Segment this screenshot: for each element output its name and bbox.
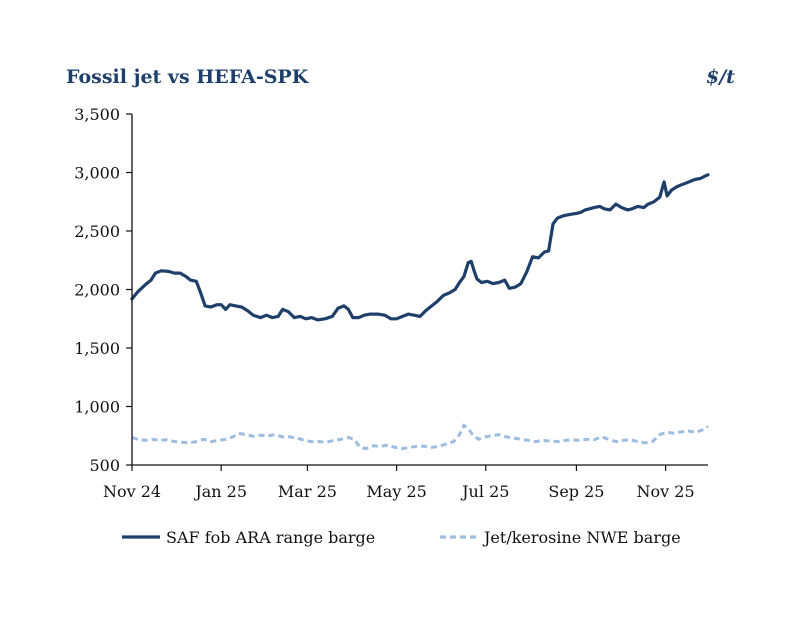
x-tick-label: Sep 25 — [548, 482, 604, 501]
x-tick-label: Jan 25 — [193, 482, 247, 501]
y-tick-label: 2,500 — [74, 222, 120, 241]
chart-title: Fossil jet vs HEFA-SPK — [66, 66, 309, 88]
series-line-saf-fob-ara — [130, 173, 710, 322]
x-tick-label: Nov 25 — [637, 482, 695, 501]
series-line-jet-kerosine-nwe — [131, 423, 709, 451]
x-axis-ticks: Nov 24 Jan 25 Mar 25 May 25 Jul 25 Sep 25 Nov … — [103, 465, 695, 501]
x-tick-label: Mar 25 — [278, 482, 337, 501]
y-tick-label: 1,500 — [74, 339, 120, 358]
y-tick-label: 1,000 — [74, 398, 120, 417]
legend-label: SAF fob ARA range barge — [166, 528, 375, 547]
y-axis-ticks: 500 1,000 1,500 2,000 2,500 3,000 3,500 — [74, 105, 132, 475]
legend-label: Jet/kerosine NWE barge — [482, 528, 681, 547]
chart-unit-label: $/t — [706, 66, 735, 88]
y-tick-label: 500 — [89, 456, 120, 475]
x-tick-label: Jul 25 — [460, 482, 509, 501]
x-tick-label: May 25 — [366, 482, 426, 501]
y-tick-label: 3,500 — [74, 105, 120, 124]
y-tick-label: 3,000 — [74, 164, 120, 183]
x-tick-label: Nov 24 — [103, 482, 161, 501]
legend: SAF fob ARA range barge Jet/kerosine NWE … — [122, 528, 681, 547]
series-layer — [130, 173, 710, 451]
y-tick-label: 2,000 — [74, 281, 120, 300]
